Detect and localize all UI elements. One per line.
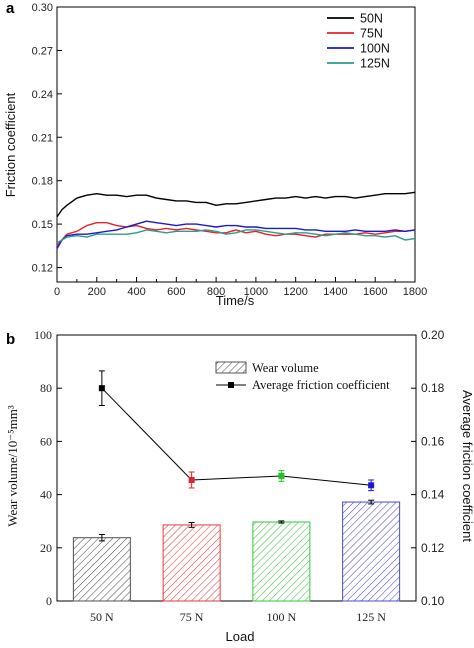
legend-entry: Wear volume <box>252 361 319 375</box>
legend-entry: 125N <box>360 57 390 71</box>
chart-b-axes: 0 20 40 60 80 100 0.10 0.12 0.14 0.16 0.18 0.20 50 N… <box>34 328 445 624</box>
x-tick-label: 100 N <box>267 610 297 624</box>
panel-label-b: b <box>6 331 15 348</box>
friction-marker <box>98 385 105 392</box>
x-tick-label: 1200 <box>283 286 307 298</box>
x-tick-label: 50 N <box>90 610 114 624</box>
chart-a-series <box>56 191 416 250</box>
x-tick-label: 0 <box>54 286 60 298</box>
legend-swatch-hatch <box>215 361 247 374</box>
panel-label-a: a <box>6 0 15 17</box>
y-tick-label: 0.12 <box>32 263 53 275</box>
y2-tick-label: 0.10 <box>421 594 445 608</box>
y-tick-label: 0.30 <box>32 2 53 14</box>
chart-b-xlabel: Load <box>226 629 255 644</box>
y-tick-label: 40 <box>40 488 52 502</box>
y-tick-label: 0.15 <box>32 219 53 231</box>
bar-75 N <box>162 524 221 602</box>
y2-tick-label: 0.12 <box>421 541 445 555</box>
chart-b-frame <box>56 334 417 602</box>
y-tick-label: 80 <box>40 381 52 395</box>
legend-entry: 100N <box>360 42 390 56</box>
series-line-100N <box>56 220 416 250</box>
chart-a-xlabel: Time/s <box>216 293 255 308</box>
y2-tick-label: 0.18 <box>421 381 445 395</box>
legend-entry: 75N <box>360 27 383 41</box>
bar-100 N <box>252 521 311 602</box>
chart-b: b 0 20 40 60 80 100 0.10 0.12 0.14 0.16 0.18 0.20 50… <box>5 328 474 644</box>
legend-entry: 50N <box>360 12 383 26</box>
y2-tick-label: 0.16 <box>421 434 445 448</box>
series-line-125N <box>56 229 416 244</box>
chart-a-axes: 0 200 400 600 800 1000 1200 1400 1600 1800 0.12 0.1… <box>32 2 428 298</box>
x-tick-label: 600 <box>167 286 185 298</box>
x-tick-label: 75 N <box>180 610 204 624</box>
x-tick-label: 1000 <box>244 286 268 298</box>
y2-tick-label: 0.14 <box>421 488 445 502</box>
y2-tick-label: 0.20 <box>421 328 445 342</box>
x-tick-label: 400 <box>127 286 145 298</box>
friction-marker <box>188 476 195 483</box>
chart-a: a 0 200 400 600 800 1000 1200 1400 1600 18000.120… <box>3 0 427 308</box>
series-line-50N <box>56 191 416 218</box>
bar-50 N <box>72 537 131 602</box>
chart-b-ylabel: Wear volume/10⁻⁵mm³ <box>5 405 20 527</box>
y-tick-label: 0.21 <box>32 132 53 144</box>
legend-entry: Average friction coefficient <box>252 378 390 392</box>
friction-marker <box>368 482 375 489</box>
x-tick-label: 1600 <box>363 286 387 298</box>
legend-swatch-marker <box>228 382 234 388</box>
friction-marker <box>278 472 285 479</box>
y-tick-label: 20 <box>40 541 52 555</box>
chart-b-y2label: Average friction coefficient <box>460 390 474 542</box>
y-tick-label: 0.27 <box>32 45 53 57</box>
x-tick-label: 200 <box>88 286 106 298</box>
x-tick-label: 1400 <box>323 286 347 298</box>
y-tick-label: 100 <box>34 328 52 342</box>
bar-125 N <box>342 501 401 602</box>
y-tick-label: 60 <box>40 434 52 448</box>
y-tick-label: 0 <box>46 594 52 608</box>
x-tick-label: 125 N <box>356 610 386 624</box>
friction-line <box>101 387 372 486</box>
chart-b-legend: Wear volume Average friction coefficient <box>215 361 390 392</box>
y-tick-label: 0.24 <box>32 89 53 101</box>
chart-b-bars <box>72 499 401 602</box>
x-tick-label: 1800 <box>403 286 427 298</box>
chart-a-ylabel: Friction coefficient <box>3 92 18 197</box>
y-tick-label: 0.18 <box>32 176 53 188</box>
chart-b-friction-line <box>98 370 375 492</box>
x-tick-label: 800 <box>207 286 225 298</box>
